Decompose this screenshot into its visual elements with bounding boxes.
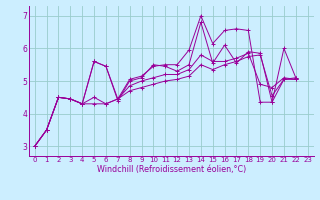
X-axis label: Windchill (Refroidissement éolien,°C): Windchill (Refroidissement éolien,°C) [97,165,246,174]
